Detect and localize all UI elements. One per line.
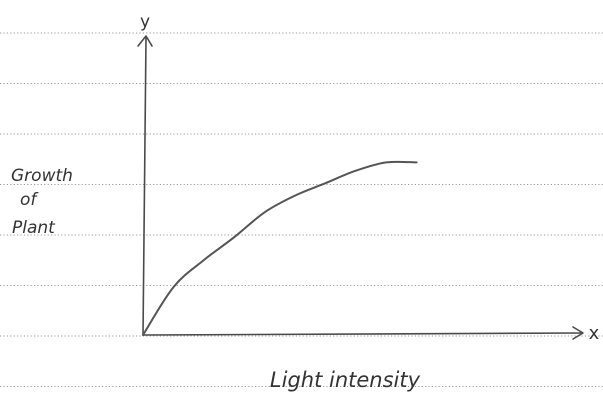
y-axis	[142, 37, 147, 336]
y-axis-label-line-1: Growth	[11, 166, 73, 186]
x-axis-label: Light intensity	[270, 368, 421, 392]
y-axis-arrowhead	[137, 35, 153, 47]
x-axis-arrowhead	[572, 326, 584, 340]
curve-data-points	[142, 161, 418, 336]
x-axis	[142, 332, 583, 336]
chart: y x Growth of Plant Light intensity	[11, 12, 600, 392]
y-axis-symbol: y	[140, 12, 150, 32]
growth-curve	[142, 160, 418, 336]
x-axis-symbol: x	[589, 323, 600, 344]
y-axis-label-line-2: of	[20, 190, 39, 210]
y-axis-label-line-3: Plant	[12, 218, 56, 238]
